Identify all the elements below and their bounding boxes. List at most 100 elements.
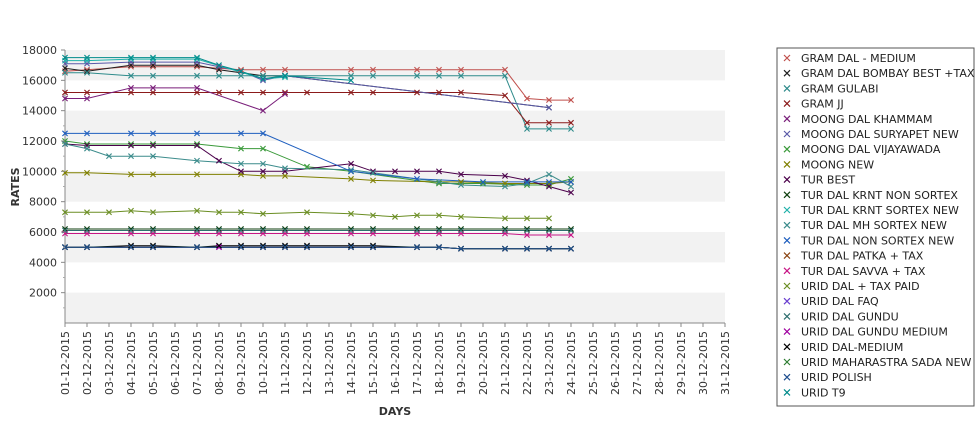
- data-point: [150, 209, 156, 216]
- x-tick-label: 31-12-2015: [719, 331, 732, 395]
- data-point: [260, 242, 266, 249]
- series-line: [65, 72, 571, 130]
- data-point: [436, 178, 442, 185]
- data-point: [348, 166, 354, 173]
- data-point: [458, 213, 464, 220]
- data-point: [194, 54, 200, 61]
- data-point: [546, 215, 552, 222]
- data-point: [502, 66, 508, 73]
- legend-marker: [783, 100, 791, 108]
- data-point: [84, 141, 90, 148]
- data-point: [524, 215, 530, 222]
- x-tick-label: 28-12-2015: [653, 331, 666, 395]
- y-axis: 2000 4000 6000 8000 10000 12000 14000 16000 1800…: [22, 44, 65, 309]
- data-point: [238, 160, 244, 167]
- data-point: [194, 207, 200, 214]
- y-tick-label: 6000: [29, 226, 57, 239]
- legend-marker: [783, 84, 791, 92]
- series-line: [64, 66, 571, 101]
- data-point: [84, 69, 90, 76]
- data-point: [282, 66, 288, 73]
- x-tick-label: 20-12-2015: [477, 331, 490, 395]
- data-point: [304, 209, 310, 216]
- series-line: [65, 87, 286, 112]
- data-point: [62, 89, 68, 96]
- data-point: [260, 244, 266, 251]
- data-point: [238, 225, 244, 232]
- x-tick-label: 12-12-2015: [301, 331, 314, 395]
- legend-marker: [783, 282, 791, 290]
- y-tick-label: 16000: [22, 74, 57, 87]
- data-point: [546, 104, 552, 111]
- legend-label: URID DAL + TAX PAID: [801, 280, 920, 293]
- y-tick-label: 12000: [22, 135, 57, 148]
- data-point: [348, 160, 354, 167]
- data-point: [348, 168, 354, 175]
- data-point: [84, 145, 90, 152]
- legend-marker: [783, 54, 791, 62]
- data-point: [546, 225, 552, 232]
- data-point: [414, 212, 420, 219]
- data-point: [458, 89, 464, 96]
- data-point: [260, 172, 266, 179]
- data-point: [502, 245, 508, 252]
- grid-bands: [65, 50, 725, 323]
- x-tick-label: 21-12-2015: [499, 331, 512, 395]
- y-tick-label: 10000: [22, 165, 57, 178]
- data-point: [128, 207, 134, 214]
- data-point: [150, 72, 156, 79]
- data-point: [150, 84, 156, 91]
- data-point: [84, 244, 90, 251]
- data-point: [436, 168, 442, 175]
- x-tick-label: 29-12-2015: [675, 331, 688, 395]
- data-point: [458, 72, 464, 79]
- data-point: [128, 244, 134, 251]
- data-point: [414, 244, 420, 251]
- legend-marker: [783, 373, 791, 381]
- y-tick-label: 18000: [22, 44, 57, 57]
- data-point: [260, 75, 266, 82]
- data-point: [370, 227, 376, 234]
- data-point: [546, 245, 552, 252]
- data-point: [128, 130, 134, 137]
- data-point: [458, 227, 464, 234]
- y-tick-label: 2000: [29, 287, 57, 300]
- x-tick-label: 27-12-2015: [631, 331, 644, 395]
- data-point: [304, 244, 310, 251]
- data-point: [194, 63, 200, 70]
- data-point: [216, 225, 222, 232]
- x-tick-label: 09-12-2015: [235, 331, 248, 395]
- data-point: [568, 245, 574, 252]
- x-tick-label: 22-12-2015: [521, 331, 534, 395]
- data-point: [436, 227, 442, 234]
- data-point: [150, 56, 156, 63]
- data-point: [348, 242, 354, 249]
- x-tick-label: 10-12-2015: [257, 331, 270, 395]
- data-point: [458, 225, 464, 232]
- legend-label: URID T9: [801, 386, 846, 399]
- data-point: [128, 242, 134, 249]
- legend-marker: [783, 191, 791, 199]
- data-point: [348, 175, 354, 182]
- data-point: [216, 242, 222, 249]
- x-tick-label: 18-12-2015: [433, 331, 446, 395]
- legend-label: TUR DAL NON SORTEX NEW: [800, 234, 954, 247]
- data-point: [238, 145, 244, 152]
- data-point: [370, 225, 376, 232]
- data-point: [524, 245, 530, 252]
- series-line: [65, 246, 571, 250]
- data-point: [568, 232, 574, 239]
- data-point: [348, 72, 354, 79]
- data-point: [282, 227, 288, 234]
- data-point: [348, 244, 354, 251]
- data-point: [216, 72, 222, 79]
- x-tick-label: 06-12-2015: [169, 331, 182, 395]
- data-point: [414, 66, 420, 73]
- x-tick-label: 13-12-2015: [323, 331, 336, 395]
- x-tick-label: 19-12-2015: [455, 331, 468, 395]
- data-point: [128, 153, 134, 160]
- data-point: [260, 145, 266, 152]
- data-point: [150, 227, 156, 234]
- legend-label: URID DAL GUNDU: [801, 310, 899, 323]
